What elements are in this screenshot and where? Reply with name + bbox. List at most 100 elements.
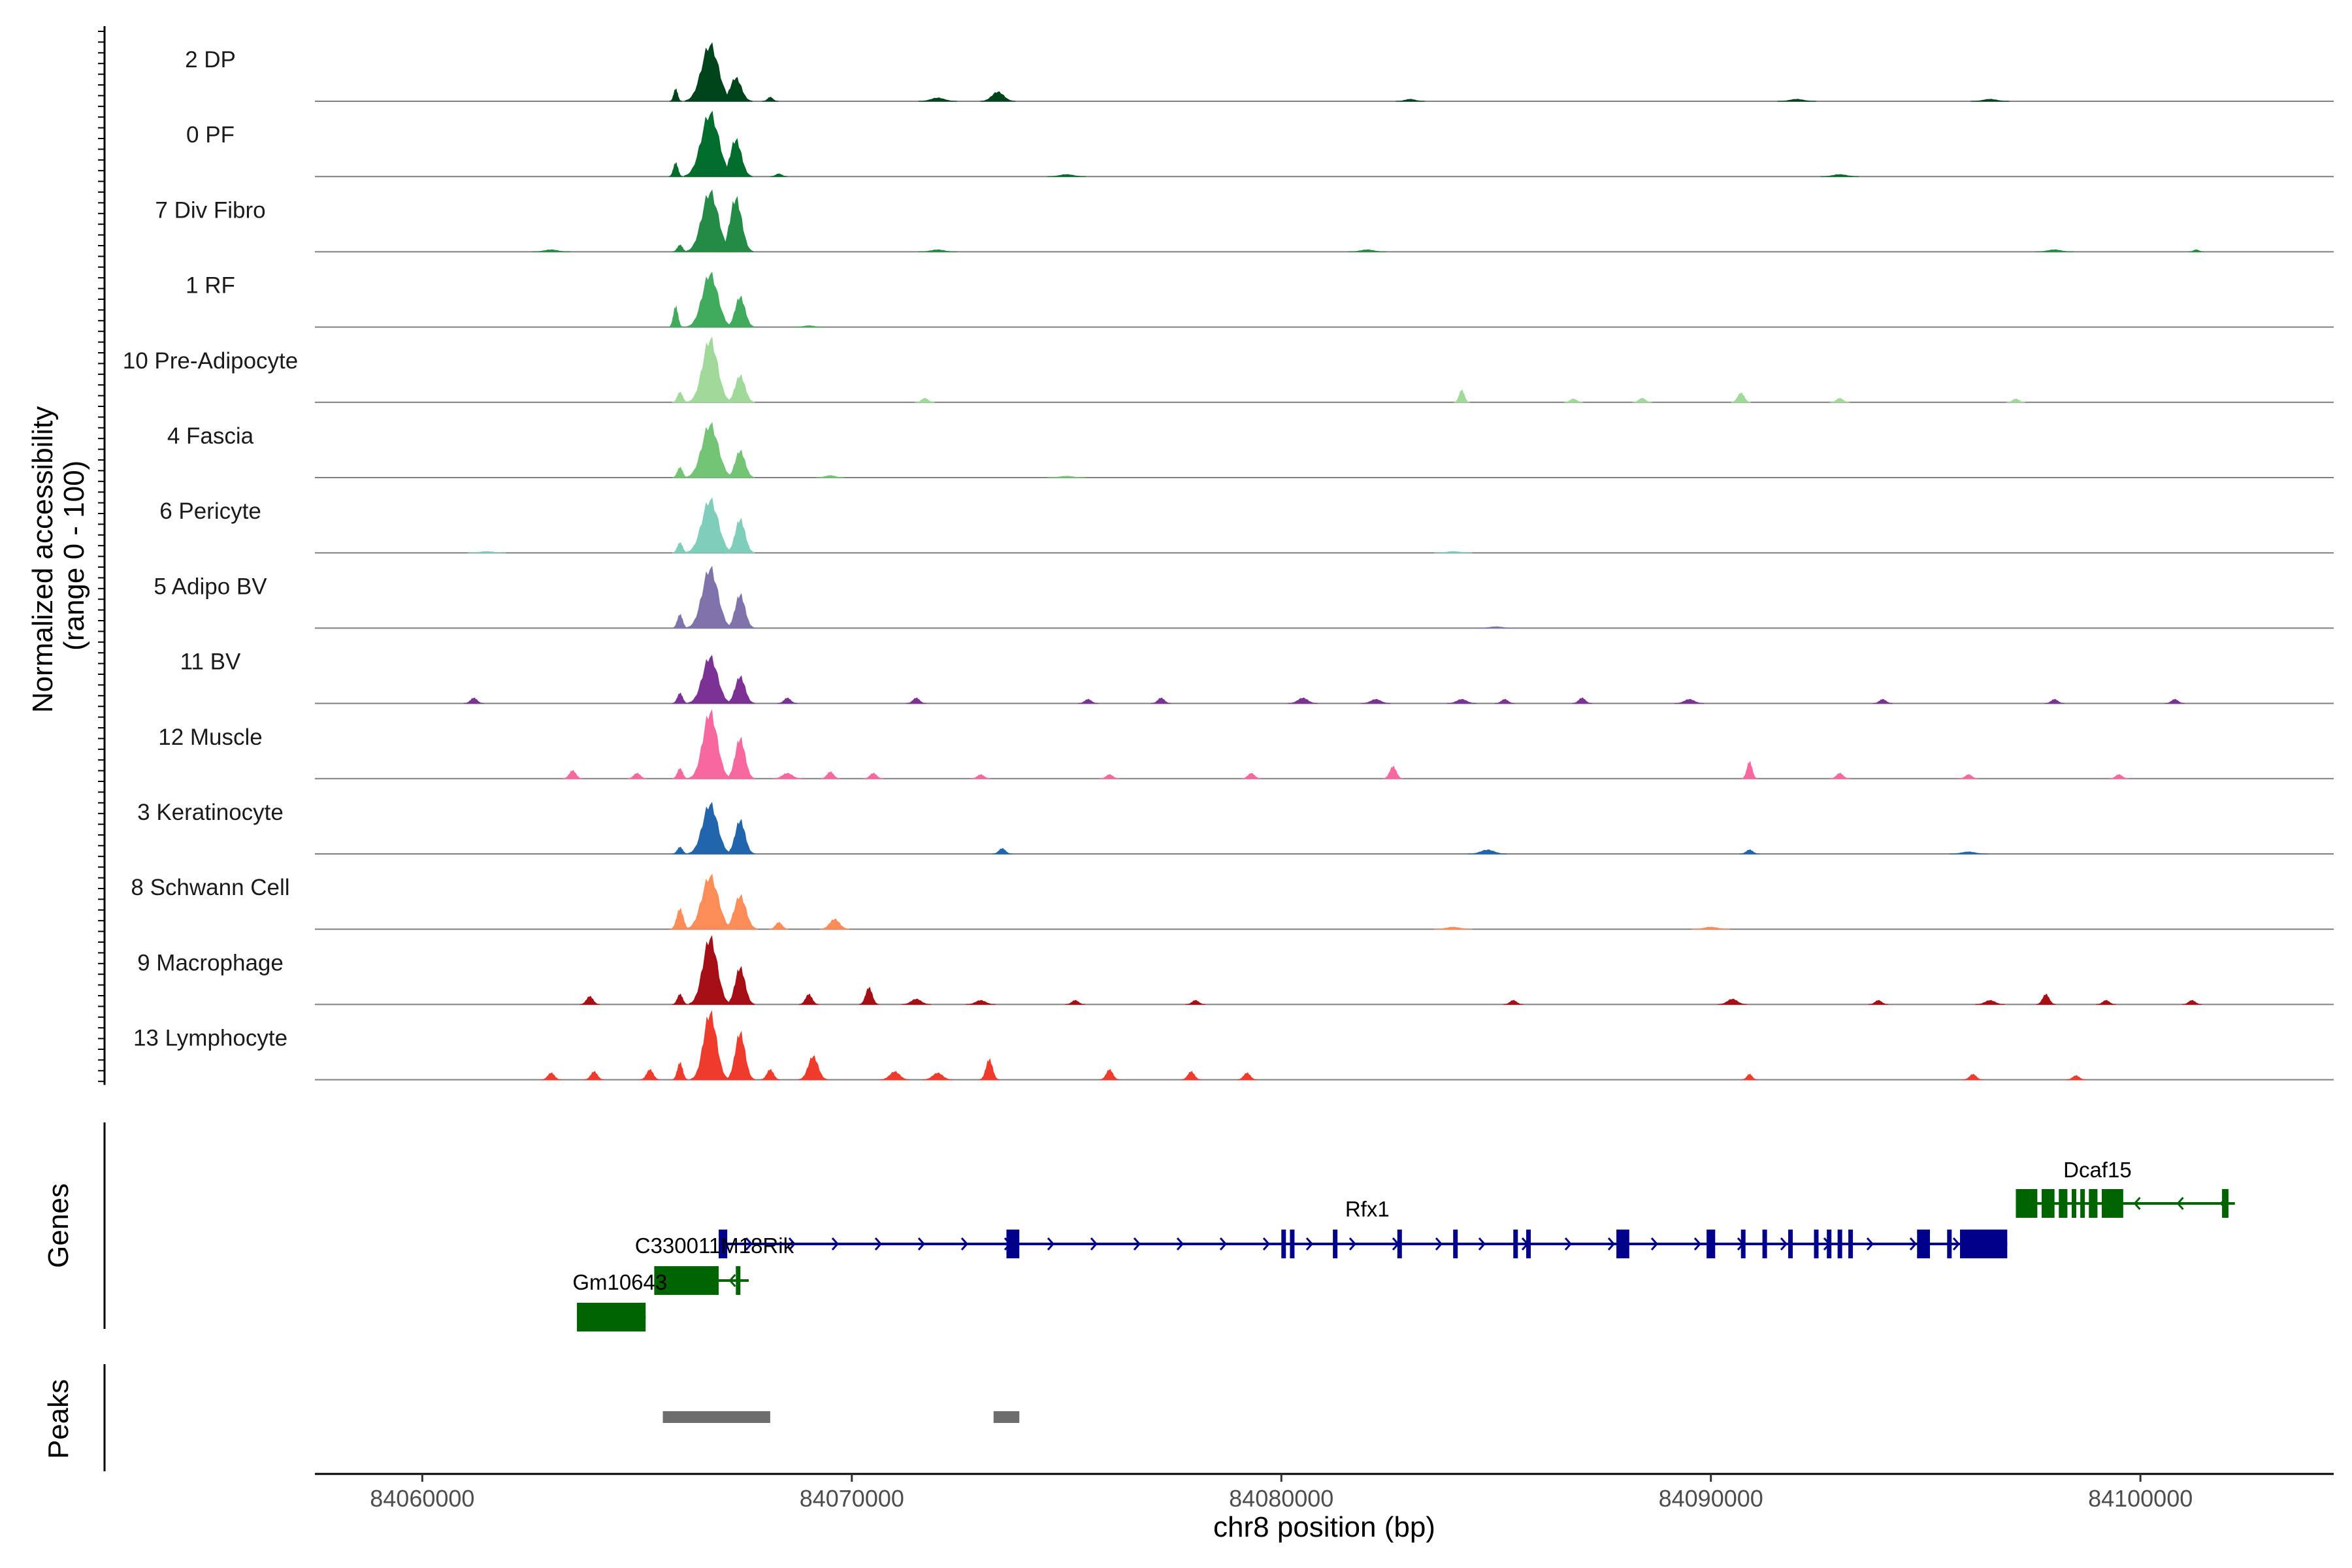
coverage-peak bbox=[762, 97, 779, 102]
coverage-peak bbox=[1099, 1069, 1120, 1081]
coverage-peak bbox=[1241, 772, 1262, 779]
coverage-peak bbox=[719, 138, 753, 177]
coverage-peak bbox=[725, 1030, 755, 1081]
coverage-peak bbox=[1963, 1073, 1984, 1081]
gene-exon bbox=[1453, 1230, 1458, 1258]
strand-arrow bbox=[1909, 1237, 1918, 1250]
coverage-peak bbox=[1181, 1071, 1201, 1081]
coverage-peak bbox=[584, 1071, 604, 1081]
coverage-peak bbox=[1065, 1000, 1085, 1005]
strand-arrow bbox=[874, 1237, 883, 1250]
peak-regions bbox=[662, 1411, 1020, 1423]
strand-arrow bbox=[1047, 1237, 1055, 1250]
strand-arrow bbox=[1607, 1237, 1616, 1250]
coverage-peak bbox=[672, 466, 689, 478]
coverage-y-axis-title: Normalized accessibility (range 0 - 100) bbox=[27, 398, 90, 713]
coverage-peak bbox=[918, 249, 957, 252]
track-label: 11 BV bbox=[180, 649, 241, 675]
gene-exon bbox=[2041, 1189, 2055, 1218]
coverage-peak bbox=[979, 1058, 1000, 1081]
gene-exon bbox=[2089, 1189, 2098, 1218]
coverage-peak bbox=[798, 1055, 828, 1081]
coverage-peak bbox=[1571, 697, 1592, 704]
track-label: 9 Macrophage bbox=[137, 950, 284, 975]
coverage-peak bbox=[562, 770, 583, 779]
coverage-peak bbox=[1433, 926, 1473, 930]
gene-exon bbox=[577, 1303, 646, 1331]
strand-arrow bbox=[1478, 1237, 1486, 1250]
coverage-peak bbox=[718, 196, 754, 252]
coverage-peak bbox=[467, 551, 506, 553]
gene-exon bbox=[1513, 1230, 1518, 1258]
coverage-peak bbox=[672, 768, 689, 779]
coverage-peak bbox=[672, 1062, 689, 1081]
coverage-peak bbox=[2188, 249, 2204, 252]
gene-exon bbox=[1848, 1230, 1854, 1258]
coverage-peak bbox=[1361, 698, 1391, 704]
coverage-peak bbox=[1454, 389, 1470, 403]
strand-arrow bbox=[1348, 1237, 1357, 1250]
coverage-peak bbox=[777, 697, 798, 704]
coverage-peak bbox=[1099, 774, 1120, 779]
coverage-peak bbox=[1741, 1073, 1758, 1081]
gene-dcaf15: Dcaf15 bbox=[2016, 1158, 2235, 1218]
gene-gm10643: Gm10643 bbox=[572, 1270, 667, 1331]
strand-arrow bbox=[1176, 1237, 1184, 1250]
gene-exon bbox=[1526, 1230, 1531, 1258]
gene-c330011m18rik: C330011M18Rik bbox=[635, 1233, 794, 1295]
track-label: 1 RF bbox=[186, 273, 235, 299]
coverage-peak bbox=[772, 772, 802, 779]
track-5-adipo-bv: 5 Adipo BV bbox=[154, 565, 2334, 629]
coverage-peak bbox=[532, 249, 571, 252]
strand-arrow bbox=[1435, 1237, 1443, 1250]
track-3-keratinocyte: 3 Keratinocyte bbox=[137, 800, 2334, 855]
track-11-bv: 11 BV bbox=[180, 649, 2334, 704]
track-label: 5 Adipo BV bbox=[154, 574, 267, 599]
coverage-peak bbox=[1975, 1000, 2005, 1005]
coverage-peak bbox=[2066, 1075, 2087, 1081]
gene-exon bbox=[1827, 1230, 1832, 1258]
coverage-peak bbox=[685, 874, 735, 930]
coverage-peak bbox=[879, 1071, 910, 1081]
strand-arrow bbox=[1090, 1237, 1098, 1250]
coverage-peak bbox=[672, 391, 689, 403]
coverage-peak bbox=[686, 565, 734, 629]
coverage-peak bbox=[966, 1000, 996, 1005]
coverage-peak bbox=[820, 771, 841, 779]
track-label: 2 DP bbox=[185, 47, 236, 73]
peaks-panel-title: Peaks bbox=[42, 1379, 74, 1459]
gene-exon bbox=[1762, 1230, 1767, 1258]
coverage-peak bbox=[1872, 698, 1893, 704]
x-axis: 84060000 84070000 84080000 84090000 84100000 bbox=[315, 1473, 2334, 1512]
strand-arrow bbox=[917, 1237, 926, 1250]
gene-exon bbox=[2059, 1189, 2068, 1218]
coverage-peak bbox=[1237, 1072, 1257, 1081]
gene-exon bbox=[1616, 1230, 1629, 1258]
coverage-peak bbox=[541, 1072, 561, 1081]
coverage-peak bbox=[2035, 249, 2074, 252]
coverage-peak bbox=[1151, 697, 1171, 704]
coverage-peak bbox=[627, 772, 647, 779]
gene-label: Rfx1 bbox=[1345, 1197, 1390, 1221]
x-axis-title: chr8 position (bp) bbox=[1213, 1511, 1435, 1543]
coverage-peak bbox=[580, 996, 600, 1005]
gene-exon bbox=[2101, 1189, 2123, 1218]
strand-arrow bbox=[2133, 1197, 2141, 1210]
gene-label: Dcaf15 bbox=[2063, 1158, 2132, 1182]
strand-arrow bbox=[1952, 1237, 1961, 1250]
coverage-peak bbox=[686, 271, 734, 328]
strand-arrow bbox=[960, 1237, 969, 1250]
coverage-peak bbox=[2096, 1000, 2116, 1005]
coverage-peak bbox=[725, 517, 755, 553]
gene-exon bbox=[2016, 1189, 2038, 1218]
track-12-muscle: 12 Muscle bbox=[158, 709, 2334, 779]
coverage-peak bbox=[722, 894, 758, 930]
coverage-peak bbox=[863, 772, 883, 779]
coverage-peak bbox=[1820, 174, 1859, 177]
track-1-rf: 1 RF bbox=[186, 271, 2334, 328]
gene-exon bbox=[1740, 1230, 1746, 1258]
gene-exon bbox=[2080, 1189, 2085, 1218]
coverage-peak bbox=[2181, 1000, 2202, 1005]
coverage-y-axis-title-line1: Normalized accessibility bbox=[27, 406, 59, 713]
